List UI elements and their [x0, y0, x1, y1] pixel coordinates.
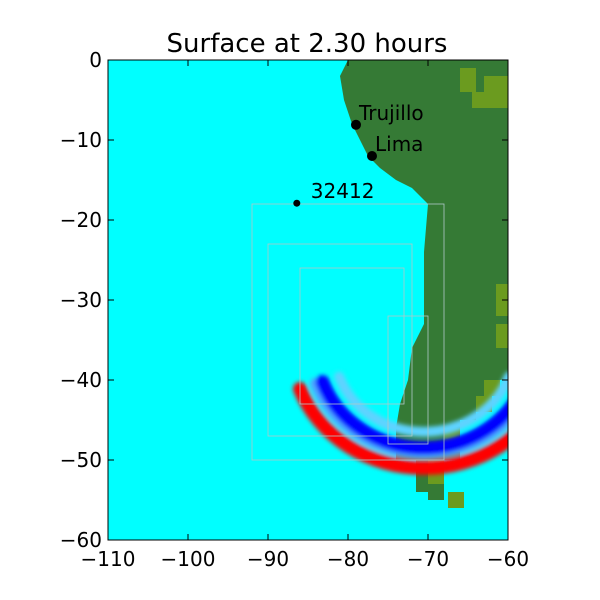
x-tick-label: −60 [487, 547, 529, 571]
chart-title: Surface at 2.30 hours [167, 29, 448, 59]
refinement-regions [251, 203, 445, 461]
highland-patch [460, 68, 476, 92]
x-tick-label: −80 [327, 547, 369, 571]
refinement-region [387, 315, 429, 445]
location-marker [293, 199, 301, 207]
wave-front [293, 371, 508, 475]
refinement-region [267, 243, 413, 437]
land-mass [340, 60, 508, 500]
location-label: Lima [375, 132, 423, 156]
y-tick-label: −50 [60, 448, 102, 472]
wave-layer [293, 371, 508, 475]
highland-patch [496, 324, 508, 348]
wave-crest-arc [293, 382, 508, 475]
refinement-region [299, 267, 405, 405]
y-tick-label: −20 [60, 208, 102, 232]
location-label: Trujillo [358, 101, 424, 125]
x-tick-label: −110 [81, 547, 136, 571]
wave-inner-arc [334, 371, 508, 437]
y-tick-label: −60 [60, 528, 102, 552]
location-marker [367, 151, 377, 161]
highland-patch [448, 492, 464, 508]
y-tick-label: −10 [60, 128, 102, 152]
highland-patch [472, 92, 488, 108]
x-tick-label: −70 [407, 547, 449, 571]
x-tick-label: −90 [247, 547, 289, 571]
location-label: 32412 [311, 179, 375, 203]
y-tick-label: 0 [89, 48, 102, 72]
y-tick-label: −40 [60, 368, 102, 392]
x-tick-label: −100 [161, 547, 216, 571]
axes: −110 −100 −90 −80 −70 −60 0 −10 −20 −30 −40 −50 −60 [60, 48, 529, 571]
wave-trough-arc [315, 375, 508, 455]
y-tick-label: −30 [60, 288, 102, 312]
location-marker [351, 119, 361, 130]
refinement-region [251, 203, 445, 461]
